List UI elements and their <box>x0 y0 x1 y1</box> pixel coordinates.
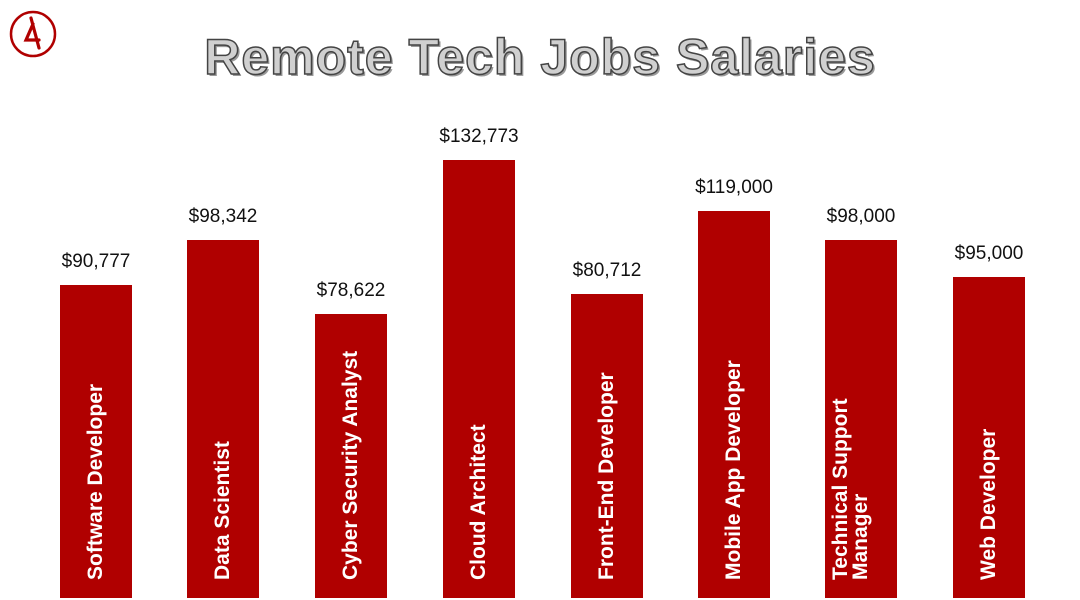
bar: Technical Support Manager <box>825 240 897 598</box>
bar: Web Developer <box>953 277 1025 598</box>
value-label: $80,712 <box>572 260 642 281</box>
value-label: $119,000 <box>695 177 773 198</box>
bar-category-label: Cloud Architect <box>467 424 490 580</box>
bar-category-label: Data Scientist <box>211 441 234 580</box>
bar-category-label: Front-End Developer <box>595 372 618 580</box>
bar: Mobile App Developer <box>698 211 770 598</box>
value-label: $78,622 <box>316 280 386 301</box>
bar: Data Scientist <box>187 240 259 598</box>
bar-category-label: Mobile App Developer <box>722 360 745 580</box>
chart-title: Remote Tech Jobs Salaries <box>203 28 876 86</box>
bar: Cloud Architect <box>443 160 515 598</box>
bar-category-label: Web Developer <box>977 428 1000 580</box>
value-label: $98,342 <box>188 206 258 227</box>
bar: Front-End Developer <box>571 294 643 598</box>
value-label: $95,000 <box>954 243 1024 264</box>
bar-category-label: Cyber Security Analyst <box>339 350 362 580</box>
bar-category-label: Technical Support Manager <box>829 398 872 580</box>
value-label: $90,777 <box>61 251 131 272</box>
value-label: $132,773 <box>439 126 519 147</box>
value-label: $98,000 <box>826 206 896 227</box>
bar: Software Developer <box>60 285 132 598</box>
bar: Cyber Security Analyst <box>315 314 387 598</box>
brand-logo-icon <box>9 10 57 58</box>
bar-category-label: Software Developer <box>84 383 107 580</box>
